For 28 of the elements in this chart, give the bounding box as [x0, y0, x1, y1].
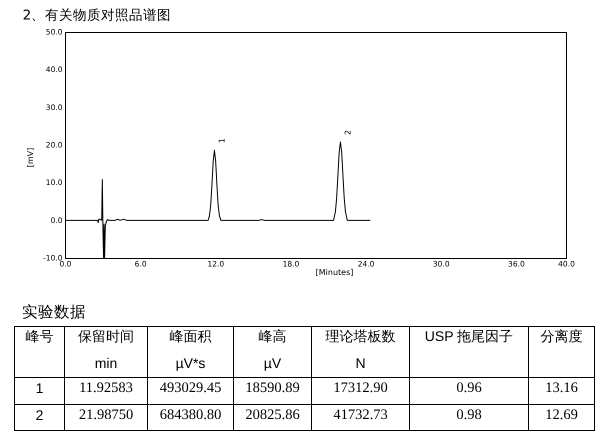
chart-title: 2、有关物质对照品谱图	[22, 8, 172, 24]
annotation: 1	[217, 138, 226, 144]
text: 17312.90	[333, 380, 388, 396]
text: 理论塔板数 N	[324, 327, 396, 373]
text: 峰面积 µV*s	[168, 327, 212, 373]
text: 13.16	[545, 380, 578, 396]
text: 12.69	[545, 406, 578, 422]
text: 1	[36, 380, 44, 396]
text: 分离度	[540, 327, 584, 346]
text: 684380.80	[160, 406, 222, 422]
y-axis-title: [mV]	[26, 148, 36, 168]
text: 21.98750	[78, 406, 134, 422]
text: 2	[36, 406, 44, 422]
text: 493029.45	[160, 380, 222, 396]
text: 峰高 µV	[258, 327, 288, 373]
text: 20825.86	[245, 406, 300, 422]
text: 实验数据	[22, 302, 86, 322]
text: 保留时间 min	[77, 327, 135, 373]
text: USP 拖尾因子	[424, 327, 514, 346]
text: 0.96	[456, 380, 482, 396]
text: 11.92583	[79, 380, 133, 396]
text: 0.98	[456, 406, 482, 422]
text: 18590.89	[245, 380, 300, 396]
annotation: 2	[343, 130, 352, 135]
text: 41732.73	[333, 406, 388, 422]
x-axis-title: [Minutes]	[316, 268, 354, 277]
text: 峰号	[24, 327, 54, 346]
line-series	[65, 141, 370, 258]
